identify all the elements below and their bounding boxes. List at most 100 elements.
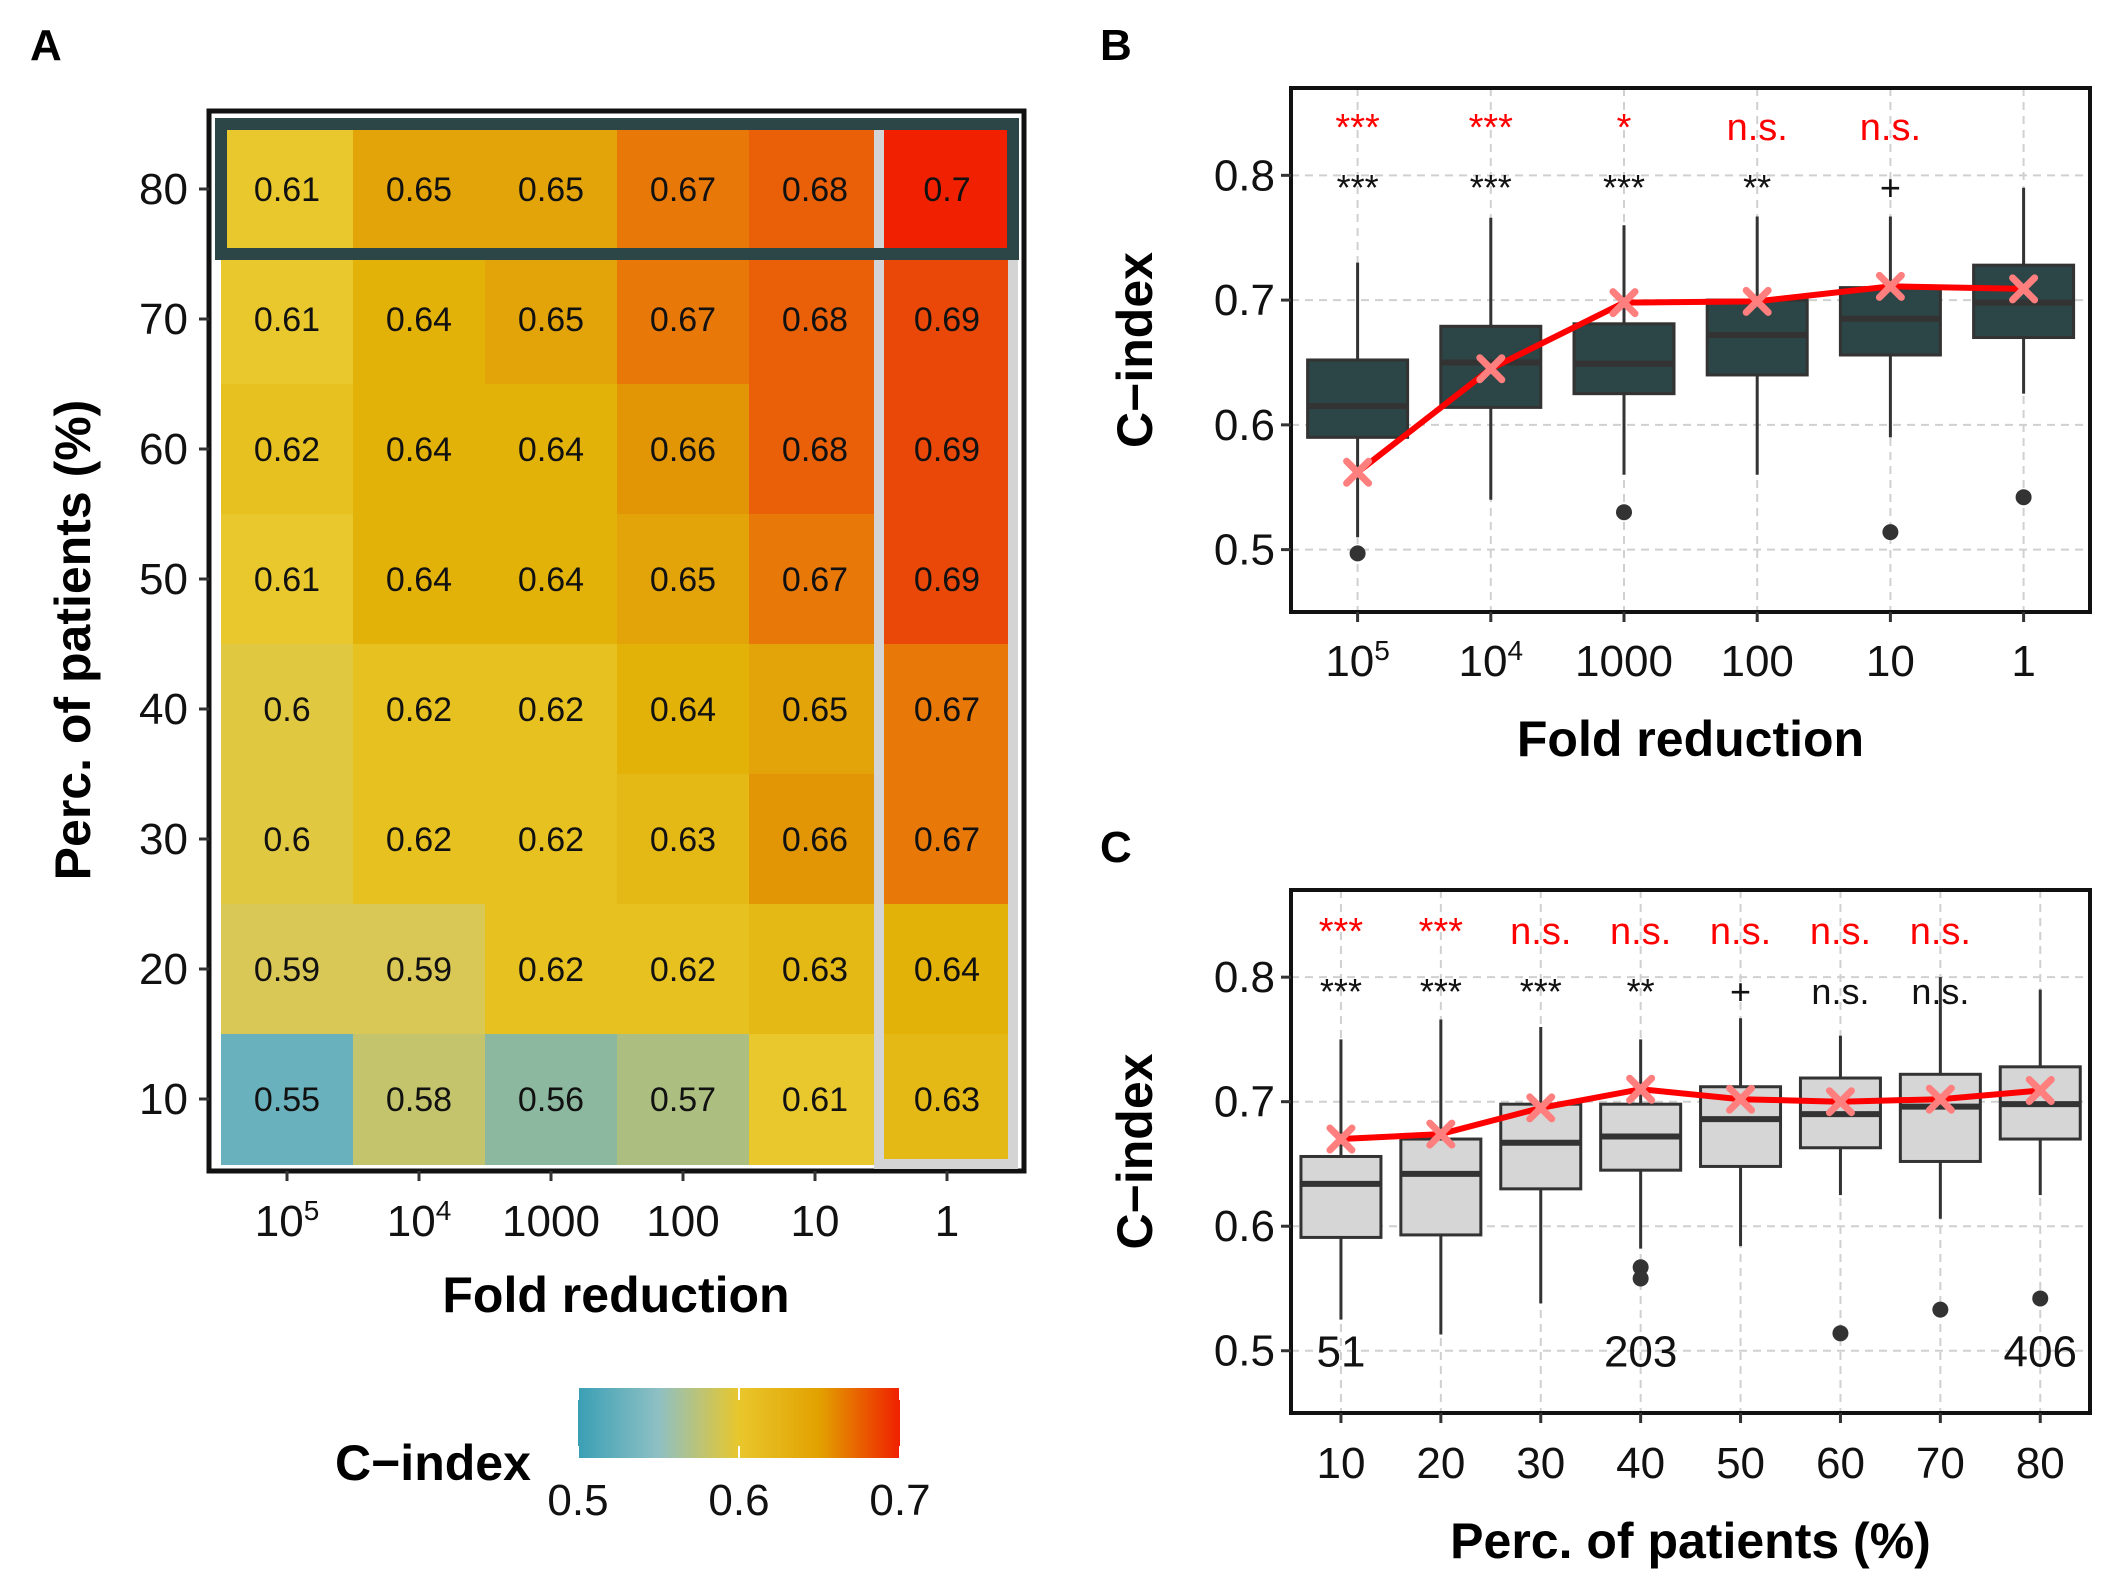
y-tick-label: 0.5 (1214, 1327, 1275, 1376)
colorbar-title: C−index (335, 1435, 531, 1491)
heatmap-cell-label: 0.64 (518, 431, 584, 469)
heatmap-cell (749, 774, 882, 905)
heatmap-cell (749, 1034, 882, 1165)
heatmap-cell (485, 1034, 618, 1165)
y-tick-label: 0.8 (1214, 953, 1275, 1002)
mean-point (1343, 457, 1373, 487)
mean-point (1875, 271, 1905, 301)
y-tick-label: 0.6 (1214, 401, 1275, 450)
x-tick-label: 100 (1720, 637, 1793, 686)
heatmap-y-tick-label: 40 (139, 685, 188, 734)
heatmap-y-tick-label: 60 (139, 425, 188, 474)
colorbar-tick-label: 0.7 (869, 1476, 930, 1525)
heatmap-cell (221, 774, 354, 905)
heatmap-cell-label: 0.64 (650, 691, 716, 729)
heatmap-cell (617, 644, 750, 775)
heatmap-x-title: Fold reduction (442, 1267, 789, 1323)
heatmap-cell-label: 0.69 (914, 301, 980, 339)
box-body (1306, 358, 1410, 439)
heatmap-cell (749, 514, 882, 645)
heatmap-cell (881, 254, 1014, 385)
heatmap-y-tick-label: 80 (139, 165, 188, 214)
heatmap-cell (221, 1034, 354, 1165)
plot-frame (1289, 888, 2092, 1415)
x-tick-label: 70 (1916, 1439, 1965, 1488)
heatmap-cell-label: 0.67 (650, 171, 716, 209)
heatmap-cell (353, 904, 486, 1035)
mean-point (1476, 354, 1506, 384)
heatmap-cell (221, 254, 354, 385)
heatmap-x-tick-label: 105 (255, 1195, 320, 1246)
heatmap-cell-label: 0.69 (914, 431, 980, 469)
colorbar-tick-label: 0.6 (708, 1476, 769, 1525)
heatmap-frame (206, 108, 1027, 1174)
box-outlier (2032, 1290, 2049, 1307)
y-tick-label: 0.7 (1214, 1078, 1275, 1127)
heatmap-x-tick-label: 1000 (502, 1197, 600, 1246)
heatmap-cell-label: 0.65 (782, 691, 848, 729)
x-tick-label: 20 (1416, 1439, 1465, 1488)
heatmap-y-tick-label: 70 (139, 295, 188, 344)
sample-count-label: 51 (1316, 1328, 1365, 1377)
heatmap-cell-label: 0.63 (782, 951, 848, 989)
heatmap-cell (881, 124, 1014, 255)
box-outlier (1832, 1325, 1849, 1342)
mean-point (1825, 1087, 1855, 1117)
mean-point (1526, 1093, 1556, 1123)
heatmap-cell (881, 904, 1014, 1035)
significance-label-red: n.s. (1610, 911, 1671, 953)
mean-point (1925, 1084, 1955, 1114)
heatmap-cell-label: 0.67 (782, 561, 848, 599)
heatmap-y-tick-label: 20 (139, 945, 188, 994)
heatmap-cell (749, 644, 882, 775)
heatmap-cell-label: 0.61 (254, 301, 320, 339)
heatmap-cell-label: 0.63 (914, 1081, 980, 1119)
y-axis-title: C−index (1107, 252, 1163, 448)
boxplot-panel-c: *** *** n.s. n.s. n.s. n.s. n.s.*** *** *** ** + n.… (1107, 888, 2092, 1569)
significance-label-black: + (1730, 971, 1751, 1012)
heatmap-cell (881, 384, 1014, 515)
x-axis-title: Fold reduction (1517, 711, 1864, 767)
heatmap-cell-label: 0.62 (650, 951, 716, 989)
heatmap-cell (881, 514, 1014, 645)
box-body (1898, 1072, 1982, 1163)
heatmap-cell-label: 0.68 (782, 301, 848, 339)
heatmap-y-tick-label: 30 (139, 815, 188, 864)
heatmap-cell-label: 0.61 (254, 171, 320, 209)
heatmap-cell-label: 0.65 (650, 561, 716, 599)
heatmap-cell (881, 774, 1014, 905)
y-tick-label: 0.8 (1214, 151, 1275, 200)
heatmap-cell-label: 0.7 (923, 171, 970, 209)
significance-label-black: n.s. (1911, 971, 1969, 1012)
highlight-row-80 (215, 118, 1019, 260)
significance-label-black: + (1880, 167, 1901, 208)
heatmap-cell (485, 254, 618, 385)
heatmap-cell-label: 0.62 (254, 431, 320, 469)
heatmap-cell (617, 124, 750, 255)
significance-label-black: *** (1470, 167, 1512, 208)
mean-point (1609, 288, 1639, 318)
heatmap-cell-label: 0.66 (782, 821, 848, 859)
heatmap-cell (749, 384, 882, 515)
y-tick-label: 0.6 (1214, 1202, 1275, 1251)
significance-label-red: *** (1335, 107, 1380, 149)
box-outlier (1632, 1270, 1649, 1287)
heatmap-cell-label: 0.64 (914, 951, 980, 989)
panel-label-b: B (1100, 21, 1132, 70)
heatmap-cell-label: 0.58 (386, 1081, 452, 1119)
heatmap-cell (617, 774, 750, 905)
heatmap-cell-label: 0.6 (263, 691, 310, 729)
heatmap-cell (221, 124, 354, 255)
significance-label-red: n.s. (1810, 911, 1871, 953)
heatmap-cell-label: 0.68 (782, 171, 848, 209)
x-tick-label: 30 (1516, 1439, 1565, 1488)
mean-point (1626, 1074, 1656, 1104)
heatmap-cell-label: 0.63 (650, 821, 716, 859)
heatmap-y-title: Perc. of patients (%) (45, 400, 101, 881)
significance-label-red: * (1617, 107, 1632, 149)
box-outlier (1932, 1301, 1949, 1318)
heatmap-cell (881, 644, 1014, 775)
heatmap-cell (353, 644, 486, 775)
heatmap-cell (749, 254, 882, 385)
